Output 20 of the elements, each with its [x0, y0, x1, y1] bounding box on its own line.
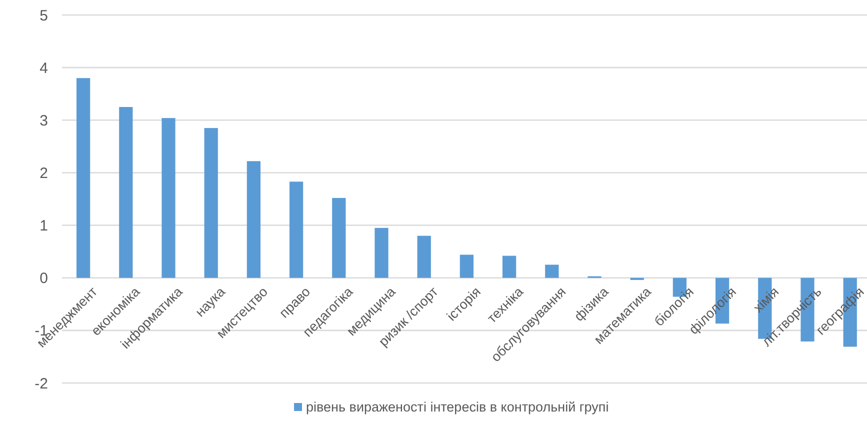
bar	[374, 228, 388, 278]
bar	[332, 198, 346, 278]
y-tick-label: -2	[34, 375, 48, 392]
bar	[460, 254, 474, 278]
y-tick-label: 1	[40, 218, 48, 235]
bar	[119, 107, 133, 278]
bar	[204, 128, 218, 278]
legend-label: рівень вираженості інтересів в контрольній групі	[306, 400, 609, 415]
bar	[289, 182, 304, 278]
y-tick-label: 2	[40, 164, 48, 182]
bar	[502, 256, 516, 278]
y-tick-label: 5	[40, 7, 48, 24]
bar	[545, 264, 559, 278]
bar	[162, 118, 176, 278]
bar	[417, 236, 431, 278]
y-tick-label: 3	[40, 112, 48, 130]
y-tick-label: 0	[40, 270, 48, 288]
bar	[246, 161, 261, 278]
y-tick-label: 4	[40, 60, 48, 77]
bar	[76, 78, 90, 278]
